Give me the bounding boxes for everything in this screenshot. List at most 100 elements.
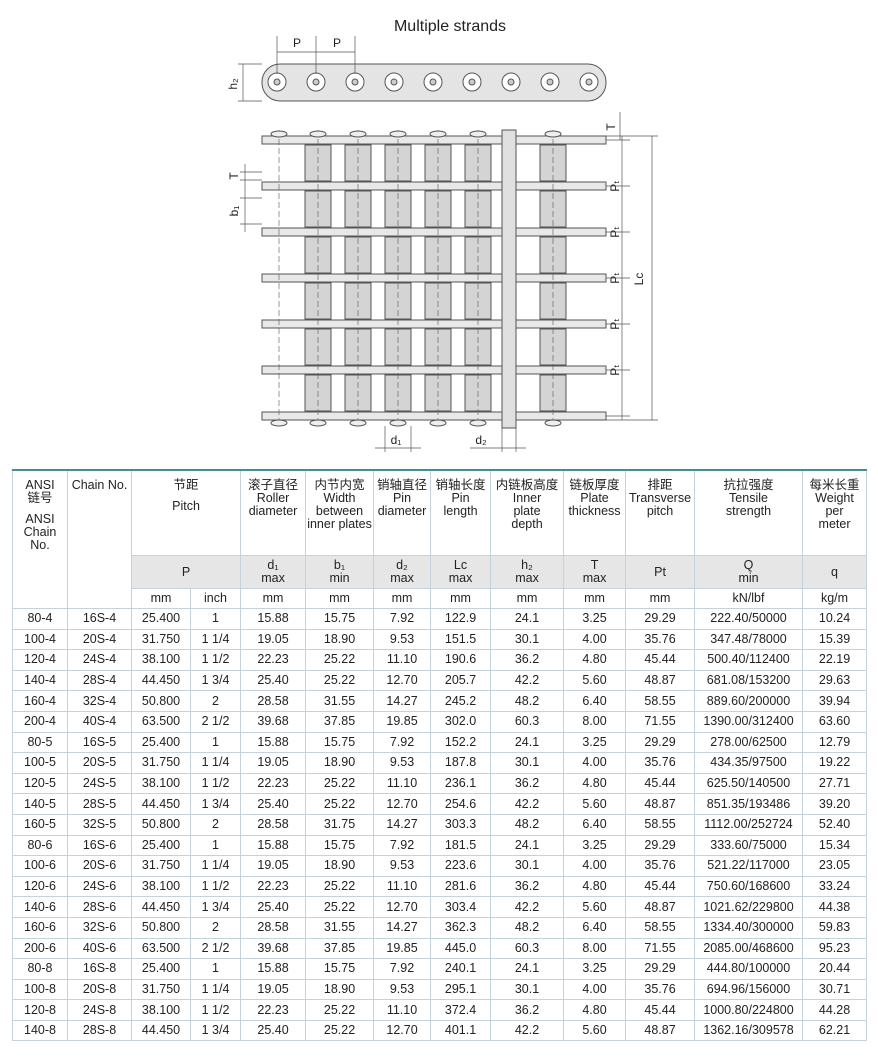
dim-label: b₁ [227,206,241,217]
data-cell: 11.10 [373,649,432,671]
data-cell: 240.1 [430,958,492,980]
data-cell: 45.44 [625,649,696,671]
data-cell: 45.44 [625,999,696,1021]
header-text: b₁ [333,558,346,572]
data-cell: 15.39 [802,628,868,651]
data-cell: 25.22 [305,772,375,795]
data-cell: 48.87 [625,1019,696,1042]
data-cell: 31.55 [305,690,375,712]
drawing [261,319,607,329]
data-cell: 35.76 [625,752,696,774]
data-cell: 39.94 [802,690,868,712]
data-cell: 362.3 [430,916,492,939]
data-cell: 4.00 [563,628,627,651]
header-text: 滚子直径 [248,478,299,492]
drawing [546,78,554,86]
data-cell: 12.70 [373,793,432,815]
data-cell: 4.80 [563,875,627,898]
data-cell: 15.75 [305,834,375,857]
header-cell: d₁ max [240,555,307,589]
header-text: min [329,571,350,585]
data-cell: 25.40 [240,669,307,692]
data-row: 80-6 16S-6 25.400 1 15.88 15.75 7.92 181.5 24.1 3… [12,834,868,857]
header-text: max [390,571,414,585]
data-cell: 48.2 [490,916,565,939]
data-cell: 222.40/50000 [694,608,804,630]
data-cell: 22.23 [240,875,307,898]
data-cell: 44.28 [802,999,868,1021]
header-cell: mm [131,588,191,609]
drawing [585,78,593,86]
data-cell: 71.55 [625,937,696,960]
data-cell: 152.2 [430,731,492,754]
header-cell: q [802,555,868,589]
data-cell: 8.00 [563,710,627,733]
data-row: 80-8 16S-8 25.400 1 15.88 15.75 7.92 240.1 24.1 3… [12,958,868,980]
drawing [429,419,447,427]
data-row: 140-5 28S-5 44.450 1 3/4 25.40 25.22 12.70 254.… [12,793,868,815]
data-cell: 36.2 [490,772,565,795]
data-cell: 5.60 [563,669,627,692]
header-text: strength [725,504,772,518]
data-cell: 521.22/117000 [694,855,804,877]
header-text: min [738,571,759,585]
data-cell: 40S-6 [67,937,132,960]
data-cell: 25.22 [305,875,375,898]
header-cell: ANSI 链号 ANSI Chain No. [12,469,68,609]
header-text: 链板厚度 [569,478,620,492]
data-cell: 1 3/4 [189,1019,242,1042]
data-cell: 24.1 [490,958,565,980]
data-cell: 80-4 [12,608,68,630]
drawing [390,78,398,86]
data-cell: 100-4 [12,628,68,651]
data-cell: 7.92 [373,834,432,857]
header-cell: b₁ min [305,555,375,589]
drawing [544,419,562,427]
data-cell: 31.750 [131,752,191,774]
data-row: 160-5 32S-5 50.800 2 28.58 31.75 14.27 303.3 48.… [12,813,868,836]
data-cell: 333.60/75000 [694,834,804,857]
header-text: diameter [377,504,427,518]
dim-label: Pₜ [608,180,622,192]
data-cell: 140-4 [12,669,68,692]
data-row: 140-6 28S-6 44.450 1 3/4 25.40 25.22 12.70 303.… [12,896,868,918]
drawing [389,419,407,427]
data-cell: 12.70 [373,1019,432,1042]
header-text: h₂ [521,558,533,572]
data-cell: 1334.40/300000 [694,916,804,939]
header-text: Roller [256,491,290,505]
data-cell: 11.10 [373,999,432,1021]
data-cell: 63.60 [802,710,868,733]
data-cell: 302.0 [430,710,492,733]
data-cell: 42.2 [490,793,565,815]
dim-label: Pₜ [608,318,622,330]
data-cell: 444.80/100000 [694,958,804,980]
data-cell: 15.75 [305,731,375,754]
data-cell: 20.44 [802,958,868,980]
data-cell: 303.3 [430,813,492,836]
data-row: 120-4 24S-4 38.100 1 1/2 22.23 25.22 11.10 190.… [12,649,868,671]
data-cell: 50.800 [131,813,191,836]
header-text: inner plates [307,517,372,531]
data-cell: 24.1 [490,608,565,630]
header-cell: 销轴直径 Pin diameter [373,469,432,556]
header-text: inch [204,591,227,605]
data-cell: 40S-4 [67,710,132,733]
data-cell: 62.21 [802,1019,868,1042]
data-cell: 7.92 [373,608,432,630]
data-cell: 16S-8 [67,958,132,980]
data-cell: 25.22 [305,669,375,692]
header-cell: P [130,555,242,589]
data-cell: 500.40/112400 [694,649,804,671]
data-cell: 36.2 [490,649,565,671]
data-cell: 1 1/2 [189,772,242,795]
data-cell: 6.40 [563,813,627,836]
data-cell: 27.71 [802,772,868,795]
data-cell: 4.00 [563,855,627,877]
data-cell: 37.85 [305,710,375,733]
header-cell: Chain No. [67,469,132,609]
header-text: kg/m [820,591,849,605]
data-cell: 1 1/2 [189,999,242,1021]
data-cell: 24S-5 [67,772,132,795]
